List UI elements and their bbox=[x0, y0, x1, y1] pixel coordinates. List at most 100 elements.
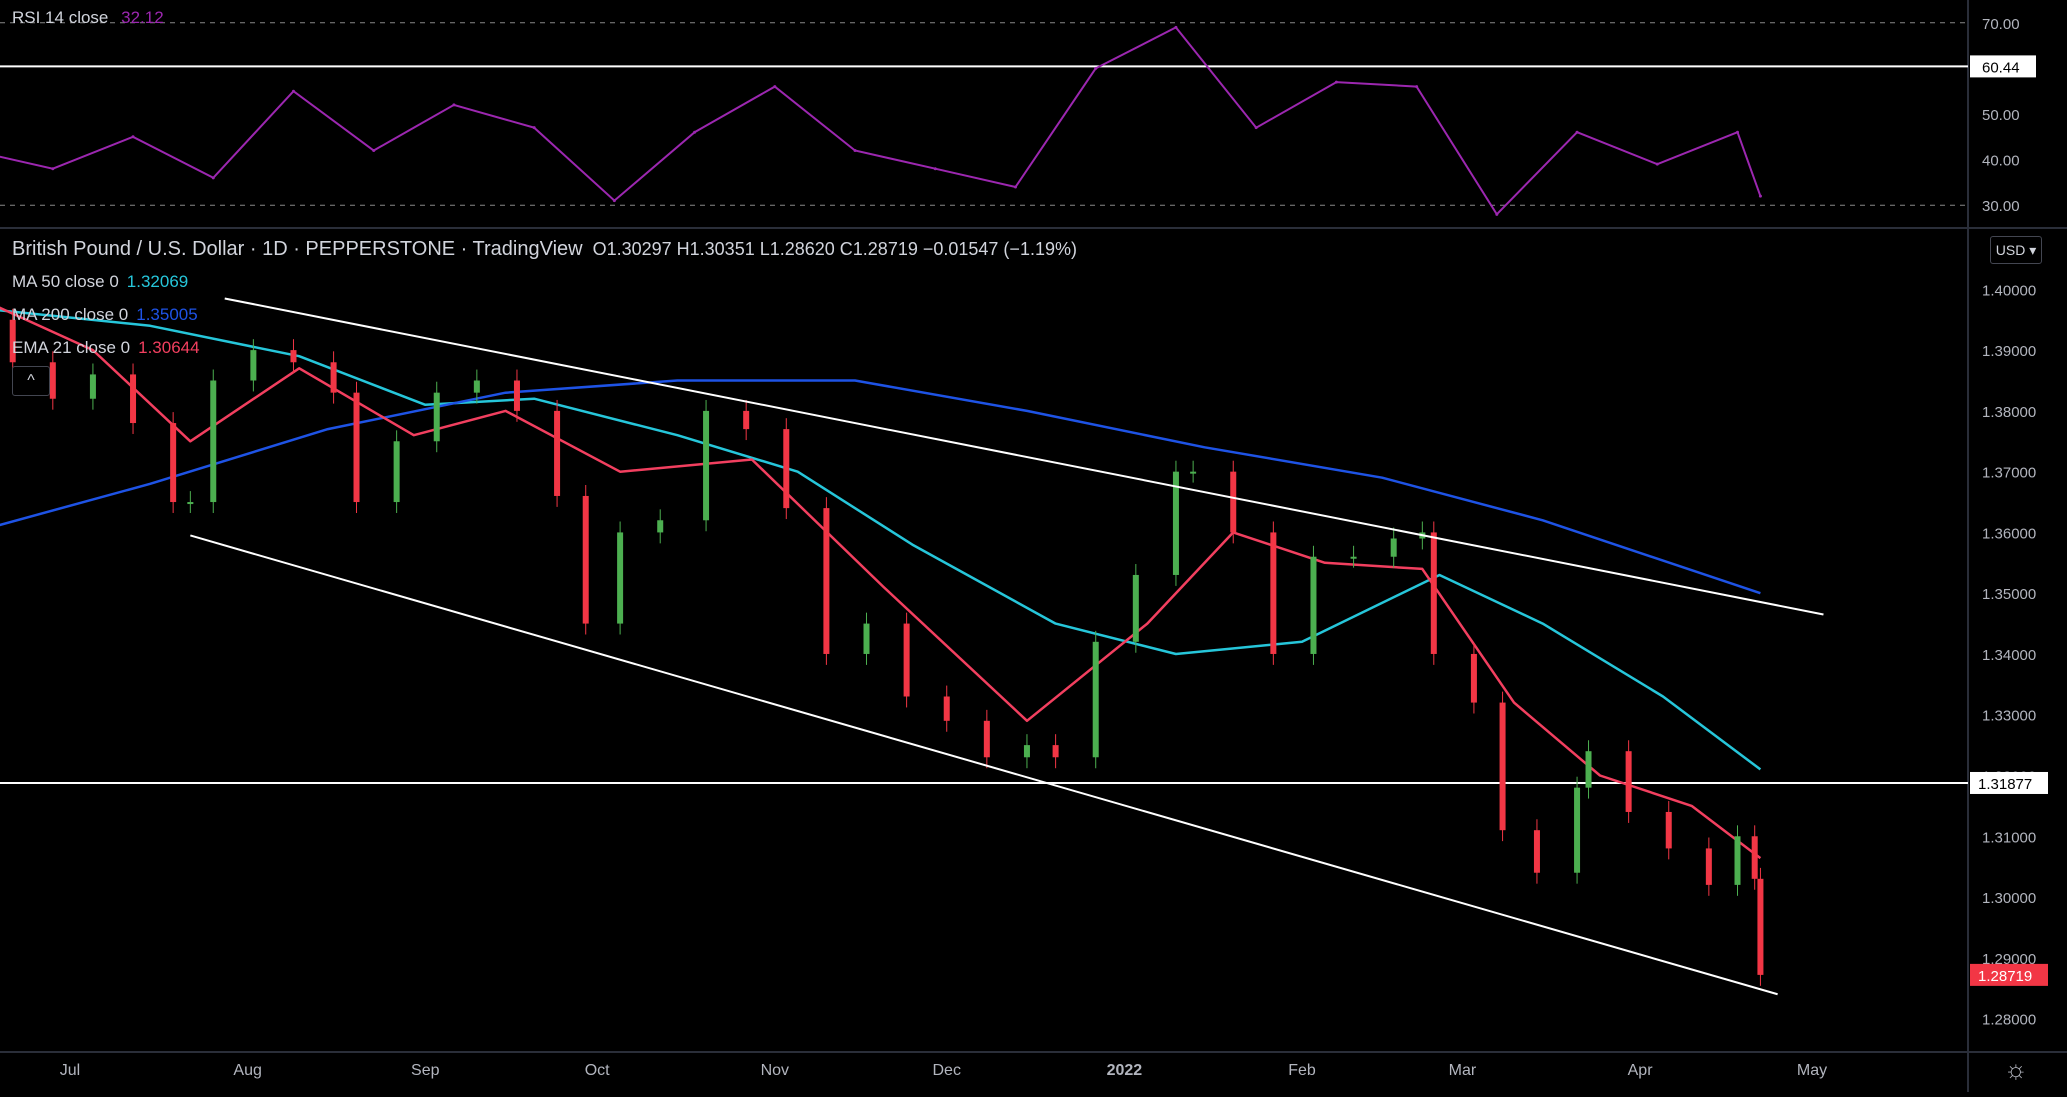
rsi-tick-label-3: 30.00 bbox=[1982, 198, 2020, 215]
candle-up bbox=[703, 410, 710, 521]
rsi-point bbox=[1094, 66, 1098, 70]
time-tick-label-10: May bbox=[1797, 1062, 1827, 1079]
rsi-point bbox=[452, 103, 456, 107]
rsi-legend: RSI 14 close 32.12 bbox=[12, 8, 164, 28]
candle-down bbox=[743, 410, 750, 430]
candle-up bbox=[1023, 745, 1030, 758]
candle-up bbox=[393, 441, 400, 503]
candle-down bbox=[1430, 532, 1437, 654]
ma-line-ema21 bbox=[0, 306, 1762, 860]
price-tick-label-10: 1.30000 bbox=[1982, 890, 2036, 907]
price-tick-label-1: 1.39000 bbox=[1982, 343, 2036, 360]
rsi-point bbox=[372, 148, 376, 152]
rsi-point bbox=[773, 85, 777, 89]
rsi-point bbox=[1758, 194, 1762, 198]
rsi-point bbox=[51, 167, 55, 171]
time-tick-label-0: Jul bbox=[60, 1062, 80, 1079]
horizontal-level-badge bbox=[1970, 771, 2048, 794]
time-tick-label-5: Dec bbox=[933, 1062, 961, 1079]
last-price-badge bbox=[1970, 963, 2048, 986]
ma200-label: MA 200 close 0 bbox=[12, 305, 129, 324]
ma50-label: MA 50 close 0 bbox=[12, 272, 119, 291]
legend-ma200[interactable]: MA 200 close 0 1.35005 bbox=[12, 305, 198, 325]
candle-up bbox=[1132, 574, 1139, 642]
settings-gear-icon[interactable]: ☼ bbox=[2004, 1054, 2028, 1084]
price-tick-label-2: 1.38000 bbox=[1982, 404, 2036, 421]
candle-down bbox=[49, 362, 56, 399]
rsi-point bbox=[1736, 130, 1740, 134]
candle-up bbox=[1585, 751, 1592, 788]
candle-down bbox=[1757, 878, 1764, 975]
price-tick-label-3: 1.37000 bbox=[1982, 465, 2036, 482]
rsi-label: RSI 14 close bbox=[12, 8, 109, 27]
price-tick-label-7: 1.33000 bbox=[1982, 708, 2036, 725]
time-tick-label-9: Apr bbox=[1628, 1062, 1654, 1079]
candle-down bbox=[1705, 848, 1712, 885]
rsi-point bbox=[1495, 212, 1499, 216]
price-tick-label-0: 1.40000 bbox=[1982, 282, 2036, 299]
candle-down bbox=[983, 720, 990, 758]
candle-up bbox=[617, 532, 624, 624]
rsi-marked-level-label: 60.44 bbox=[1982, 59, 2020, 76]
time-tick-label-1: Aug bbox=[233, 1062, 261, 1079]
time-tick-label-7: Feb bbox=[1288, 1062, 1316, 1079]
last-price-label: 1.28719 bbox=[1978, 968, 2032, 985]
ema21-label: EMA 21 close 0 bbox=[12, 338, 131, 357]
ma50-value: 1.32069 bbox=[126, 272, 189, 291]
rsi-point bbox=[211, 176, 215, 180]
rsi-value: 32.12 bbox=[121, 8, 164, 27]
candle-up bbox=[1734, 836, 1741, 885]
candle-up bbox=[210, 380, 217, 503]
candle-down bbox=[1625, 751, 1632, 812]
candle-up bbox=[433, 392, 440, 442]
rsi-point bbox=[693, 130, 697, 134]
candle-up bbox=[89, 374, 96, 399]
candle-up bbox=[250, 350, 257, 381]
candle-up bbox=[1350, 556, 1357, 559]
candle-up bbox=[1172, 471, 1179, 575]
ma200-value: 1.35005 bbox=[136, 305, 198, 324]
candle-down bbox=[170, 423, 177, 503]
rsi-point bbox=[1655, 162, 1659, 166]
candle-up bbox=[1390, 538, 1397, 557]
rsi-point bbox=[933, 167, 937, 171]
candle-down bbox=[330, 362, 337, 393]
candle-up bbox=[657, 520, 664, 533]
candle-down bbox=[582, 495, 589, 624]
rsi-marked-level-badge bbox=[1970, 55, 2036, 78]
horizontal-level-label: 1.31877 bbox=[1978, 776, 2032, 793]
rsi-point bbox=[612, 199, 616, 203]
candle-down bbox=[1270, 532, 1277, 654]
price-tick-label-11: 1.29000 bbox=[1982, 951, 2036, 968]
candle-down bbox=[554, 410, 561, 496]
candle-up bbox=[187, 502, 194, 505]
trendline-channel-top bbox=[224, 297, 1824, 616]
candle-down bbox=[1751, 836, 1758, 879]
legend-ma50[interactable]: MA 50 close 0 1.32069 bbox=[12, 272, 188, 292]
rsi-tick-label-2: 40.00 bbox=[1982, 153, 2020, 170]
rsi-point bbox=[853, 148, 857, 152]
rsi-point bbox=[1334, 80, 1338, 84]
rsi-point bbox=[532, 126, 536, 130]
legend-ema21[interactable]: EMA 21 close 0 1.30644 bbox=[12, 338, 200, 358]
rsi-point bbox=[131, 135, 135, 139]
candle-down bbox=[823, 508, 830, 654]
candle-up bbox=[1574, 787, 1581, 873]
time-tick-label-4: Nov bbox=[761, 1062, 789, 1079]
candle-down bbox=[130, 374, 137, 424]
collapse-legend-button[interactable]: ^ bbox=[12, 366, 50, 396]
ma-line-ma50 bbox=[0, 309, 1762, 771]
candle-down bbox=[513, 380, 520, 411]
time-tick-label-2: Sep bbox=[411, 1062, 440, 1079]
candle-down bbox=[290, 350, 297, 363]
rsi-tick-label-0: 70.00 bbox=[1982, 16, 2020, 33]
rsi-point bbox=[1013, 185, 1017, 189]
candle-down bbox=[1470, 653, 1477, 703]
currency-select[interactable]: USD ▾ bbox=[1990, 236, 2042, 264]
candle-down bbox=[1499, 702, 1506, 831]
candle-down bbox=[903, 623, 910, 697]
symbol-title: British Pound / U.S. Dollar · 1D · PEPPE… bbox=[12, 238, 583, 260]
